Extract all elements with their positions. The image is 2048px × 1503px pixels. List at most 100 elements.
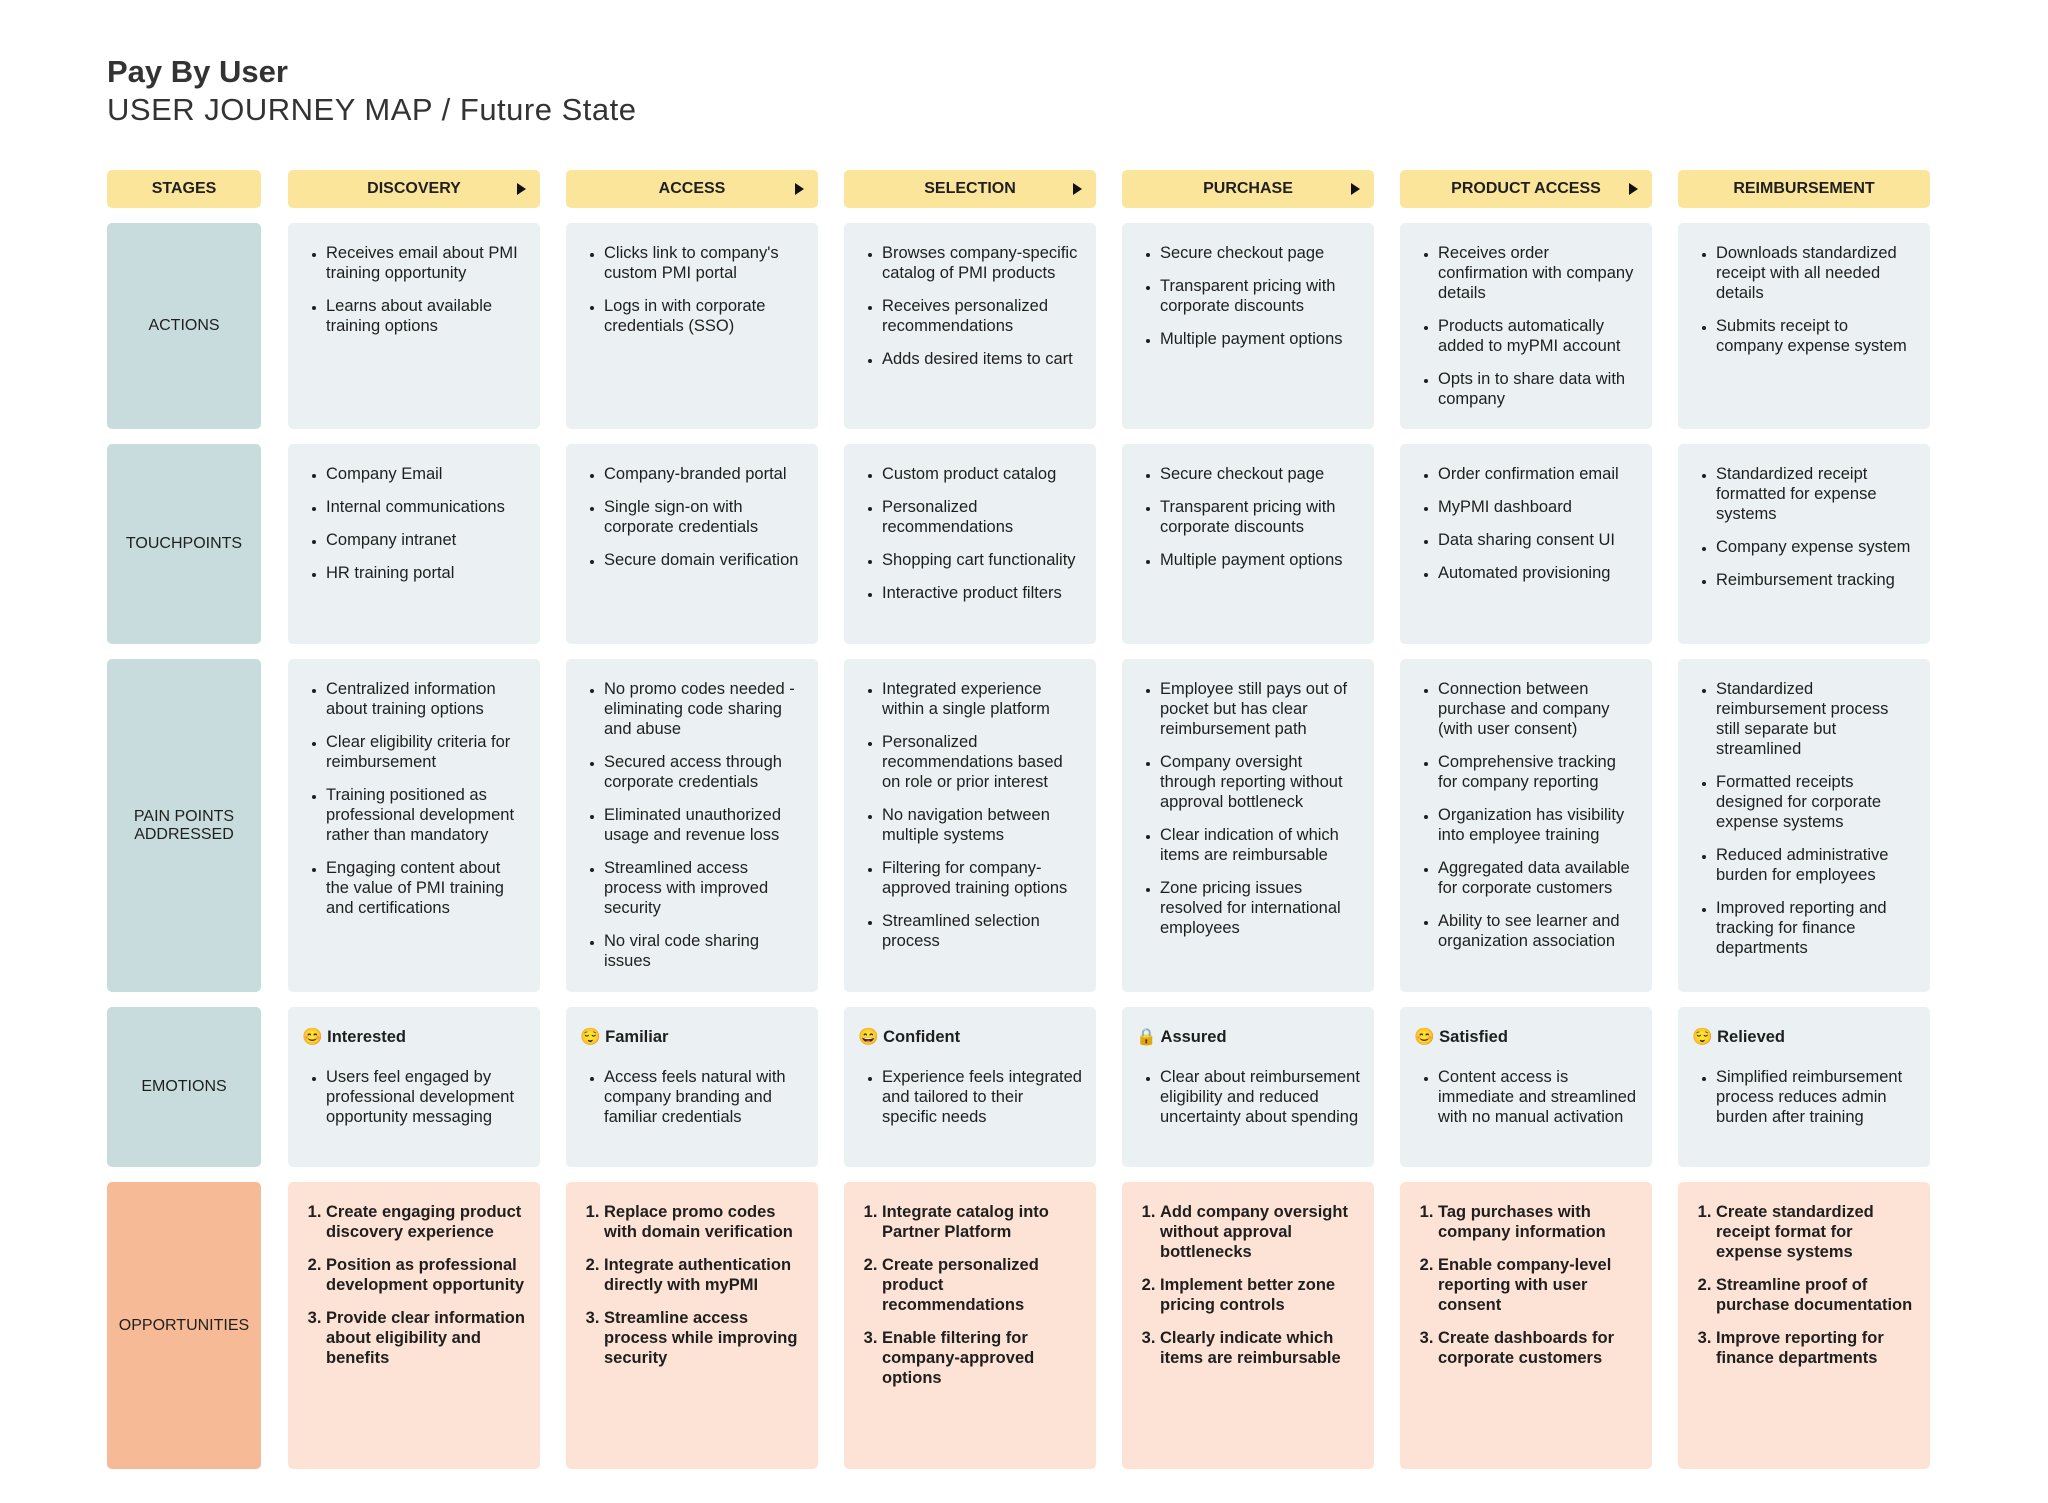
list-item: Aggregated data available for corporate …	[1438, 858, 1638, 898]
list: Employee still pays out of pocket but ha…	[1136, 679, 1360, 938]
list-item: Learns about available training options	[326, 296, 526, 336]
emotion-icon: 😌	[580, 1028, 601, 1046]
stage-arrow	[795, 183, 804, 195]
emotion-label: Confident	[883, 1028, 961, 1046]
list-item: Ability to see learner and organization …	[1438, 911, 1638, 951]
list-item: Add company oversight without approval b…	[1160, 1202, 1360, 1262]
list-item: Clear indication of which items are reim…	[1160, 825, 1360, 865]
list: Access feels natural with company brandi…	[580, 1067, 804, 1127]
list-item: Secure checkout page	[1160, 243, 1360, 263]
list-item: Reduced administrative burden for employ…	[1716, 845, 1916, 885]
list: Browses company-specific catalog of PMI …	[858, 243, 1082, 369]
list-item: Simplified reimbursement process reduces…	[1716, 1067, 1916, 1127]
list-item: Receives personalized recommendations	[882, 296, 1082, 336]
list: Secure checkout page Transparent pricing …	[1136, 464, 1360, 570]
list-item: Reimbursement tracking	[1716, 570, 1916, 590]
cell: Downloads standardized receipt with all …	[1678, 223, 1930, 429]
cell: 😌 Relieved Simplified reimbursement proce…	[1678, 1007, 1930, 1167]
list-item: Downloads standardized receipt with all …	[1716, 243, 1916, 303]
list-item: No promo codes needed - eliminating code…	[604, 679, 804, 739]
cell: 😌 Familiar Access feels natural with comp…	[566, 1007, 818, 1167]
stage-arrow	[1351, 183, 1360, 195]
cell: Receives order confirmation with company…	[1400, 223, 1652, 429]
cell: 😄 Confident Experience feels integrated a…	[844, 1007, 1096, 1167]
list-item: Streamlined selection process	[882, 911, 1082, 951]
title: Pay By User	[107, 54, 288, 89]
list-item: Connection between purchase and company …	[1438, 679, 1638, 739]
list-item: Secure domain verification	[604, 550, 804, 570]
cell: Tag purchases with company information En…	[1400, 1182, 1652, 1469]
cell: Custom product catalog Personalized recom…	[844, 444, 1096, 644]
list-item: Comprehensive tracking for company repor…	[1438, 752, 1638, 792]
list-item: Standardized receipt formatted for expen…	[1716, 464, 1916, 524]
cell: Centralized information about training o…	[288, 659, 540, 992]
list-item: Standardized reimbursement process still…	[1716, 679, 1916, 759]
subtitle: USER JOURNEY MAP / Future State	[107, 92, 637, 127]
list-item: Centralized information about training o…	[326, 679, 526, 719]
row-label: PAIN POINTS ADDRESSED	[107, 659, 261, 992]
row-label: ACTIONS	[107, 223, 261, 429]
stage-name: PRODUCT ACCESS	[1451, 180, 1601, 197]
emotion-label: Interested	[327, 1028, 406, 1046]
list-item: Custom product catalog	[882, 464, 1082, 484]
list: Users feel engaged by professional devel…	[302, 1067, 526, 1127]
stage-arrow	[1073, 183, 1082, 195]
cell: 😊 Satisfied Content access is immediate a…	[1400, 1007, 1652, 1167]
list: Receives order confirmation with company…	[1414, 243, 1638, 409]
list-item: Users feel engaged by professional devel…	[326, 1067, 526, 1127]
list-item: Experience feels integrated and tailored…	[882, 1067, 1082, 1127]
list-item: No viral code sharing issues	[604, 931, 804, 971]
list-item: Zone pricing issues resolved for interna…	[1160, 878, 1360, 938]
emotion-icon: 😊	[302, 1028, 323, 1046]
row-label: STAGES	[107, 170, 261, 208]
list: Connection between purchase and company …	[1414, 679, 1638, 951]
list: Replace promo codes with domain verifica…	[580, 1202, 804, 1368]
list-item: Streamlined access process with improved…	[604, 858, 804, 918]
list-item: Filtering for company-approved training …	[882, 858, 1082, 898]
list-item: Opts in to share data with company	[1438, 369, 1638, 409]
list: Company-branded portal Single sign-on wit…	[580, 464, 804, 570]
emotion: 😌 Relieved	[1692, 1027, 1916, 1047]
list: Create standardized receipt format for e…	[1692, 1202, 1916, 1368]
list: Integrate catalog into Partner Platform C…	[858, 1202, 1082, 1388]
list: Downloads standardized receipt with all …	[1692, 243, 1916, 356]
list: Simplified reimbursement process reduces…	[1692, 1067, 1916, 1127]
cell: Company Email Internal communications Comp…	[288, 444, 540, 644]
stage-name: REIMBURSEMENT	[1733, 180, 1875, 197]
list-item: Company Email	[326, 464, 526, 484]
emotion-icon: 😌	[1692, 1028, 1713, 1046]
cell: Standardized reimbursement process still…	[1678, 659, 1930, 992]
list-item: Shopping cart functionality	[882, 550, 1082, 570]
list: Add company oversight without approval b…	[1136, 1202, 1360, 1368]
list: Company Email Internal communications Comp…	[302, 464, 526, 583]
cell: Create engaging product discovery experi…	[288, 1182, 540, 1469]
emotion: 😌 Familiar	[580, 1027, 804, 1047]
list-item: Integrate catalog into Partner Platform	[882, 1202, 1082, 1242]
list-item: Improve reporting for finance department…	[1716, 1328, 1916, 1368]
stage-header: REIMBURSEMENT	[1678, 170, 1930, 208]
cell: Connection between purchase and company …	[1400, 659, 1652, 992]
list-item: Improved reporting and tracking for fina…	[1716, 898, 1916, 958]
list-item: Create standardized receipt format for e…	[1716, 1202, 1916, 1262]
emotion: 😊 Interested	[302, 1027, 526, 1047]
emotion: 🔒 Assured	[1136, 1027, 1360, 1047]
list-item: Provide clear information about eligibil…	[326, 1308, 526, 1368]
list-item: Automated provisioning	[1438, 563, 1638, 583]
list: Content access is immediate and streamli…	[1414, 1067, 1638, 1127]
list-item: Implement better zone pricing controls	[1160, 1275, 1360, 1315]
list: Standardized reimbursement process still…	[1692, 679, 1916, 958]
list-item: Multiple payment options	[1160, 550, 1360, 570]
stage-name: PURCHASE	[1203, 180, 1293, 197]
cell: Receives email about PMI training opport…	[288, 223, 540, 429]
list-item: Integrated experience within a single pl…	[882, 679, 1082, 719]
list: Standardized receipt formatted for expen…	[1692, 464, 1916, 590]
stage-name: SELECTION	[924, 180, 1016, 197]
list-item: Tag purchases with company information	[1438, 1202, 1638, 1242]
list: Order confirmation email MyPMI dashboard D…	[1414, 464, 1638, 583]
list-item: Company-branded portal	[604, 464, 804, 484]
list: No promo codes needed - eliminating code…	[580, 679, 804, 971]
list-item: Company oversight through reporting with…	[1160, 752, 1360, 812]
list-item: Receives order confirmation with company…	[1438, 243, 1638, 303]
list-item: Secure checkout page	[1160, 464, 1360, 484]
